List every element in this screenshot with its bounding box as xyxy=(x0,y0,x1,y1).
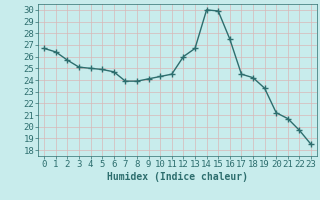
X-axis label: Humidex (Indice chaleur): Humidex (Indice chaleur) xyxy=(107,172,248,182)
